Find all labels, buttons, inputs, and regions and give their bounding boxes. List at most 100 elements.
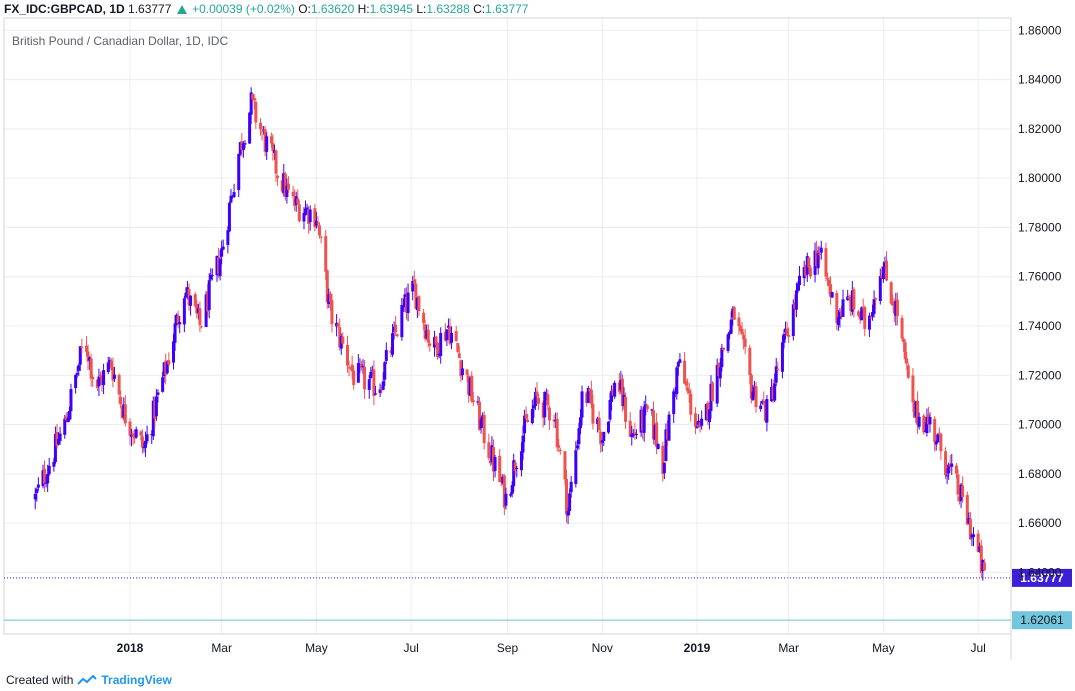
candle-body bbox=[954, 465, 958, 474]
candle-body bbox=[465, 369, 469, 375]
candle-body bbox=[611, 389, 615, 396]
candle-body bbox=[917, 416, 921, 427]
candle-body bbox=[558, 449, 562, 452]
candle-body bbox=[895, 299, 899, 316]
candle-body bbox=[389, 350, 393, 353]
candle-body bbox=[248, 112, 252, 144]
candle-body bbox=[232, 192, 236, 198]
candle-body bbox=[721, 347, 725, 351]
time-axis[interactable]: 2018 Mar May Jul Sep Nov 2019 Mar May Jul bbox=[117, 641, 986, 655]
candle-body bbox=[554, 419, 558, 422]
candle-body bbox=[925, 416, 929, 434]
candle-body bbox=[425, 330, 429, 339]
candle-body bbox=[280, 180, 284, 192]
candle-body bbox=[737, 317, 741, 327]
tradingview-brand[interactable]: TradingView bbox=[101, 673, 172, 687]
candle-body bbox=[881, 266, 885, 280]
candle-body bbox=[209, 274, 213, 280]
candle-body bbox=[541, 402, 545, 418]
candle-body bbox=[305, 207, 309, 212]
candle-body bbox=[829, 284, 833, 297]
candle-body bbox=[968, 518, 972, 540]
candle-body bbox=[64, 416, 68, 421]
candle-body bbox=[878, 276, 882, 302]
candle-body bbox=[91, 376, 95, 380]
candle-body bbox=[176, 315, 180, 324]
candle-body bbox=[557, 445, 561, 448]
x-tick-label: Nov bbox=[592, 641, 613, 655]
candle-body bbox=[628, 420, 632, 437]
candle-body bbox=[35, 489, 39, 494]
candle-body bbox=[293, 198, 297, 207]
candle-body bbox=[796, 283, 800, 291]
candle-body bbox=[85, 345, 89, 352]
candle-body bbox=[241, 143, 245, 151]
candle-body bbox=[903, 342, 907, 360]
candle-body bbox=[738, 326, 742, 331]
last-price-badge bbox=[1012, 568, 1072, 587]
candle-body bbox=[479, 419, 483, 429]
y-tick-label: 1.72000 bbox=[1018, 368, 1062, 382]
candle-body bbox=[487, 442, 491, 459]
candle-body bbox=[939, 433, 943, 452]
candle-body bbox=[406, 292, 410, 314]
candle-body bbox=[173, 323, 177, 343]
candle-body bbox=[227, 202, 231, 232]
candle-body bbox=[361, 366, 365, 368]
candle-body bbox=[119, 396, 123, 405]
candle-body bbox=[254, 102, 258, 123]
candle-body bbox=[380, 389, 384, 391]
candle-body bbox=[933, 418, 937, 443]
candle-body bbox=[102, 370, 106, 386]
candle-body bbox=[532, 405, 536, 409]
candle-body bbox=[207, 280, 211, 310]
candle-body bbox=[857, 311, 861, 316]
candle-body bbox=[867, 315, 871, 330]
candle-body bbox=[328, 293, 332, 303]
candle-body bbox=[586, 387, 590, 403]
candle-body bbox=[912, 402, 916, 418]
candle-body bbox=[249, 92, 253, 115]
candle-body bbox=[841, 299, 845, 317]
candle-body bbox=[226, 230, 230, 245]
candle-body bbox=[742, 335, 746, 340]
price-levels: 1.63777 1.62061 bbox=[4, 568, 1072, 630]
candle-body bbox=[863, 307, 867, 330]
x-tick-label: May bbox=[872, 641, 895, 655]
candle-body bbox=[302, 212, 306, 222]
candle-body bbox=[846, 296, 850, 301]
x-tick-label: 2018 bbox=[117, 641, 144, 655]
candle-body bbox=[891, 301, 895, 306]
candle-body bbox=[175, 314, 179, 325]
candle-body bbox=[443, 332, 447, 341]
y-tick-label: 1.74000 bbox=[1018, 319, 1062, 333]
candle-body bbox=[285, 185, 289, 198]
candle-body bbox=[271, 143, 275, 152]
candle-body bbox=[787, 334, 791, 337]
candle-body bbox=[956, 474, 960, 495]
candle-body bbox=[763, 400, 767, 422]
y-tick-label: 1.86000 bbox=[1018, 23, 1062, 37]
candle-body bbox=[210, 275, 214, 277]
candle-body bbox=[798, 275, 802, 286]
symbol-name[interactable]: FX_IDC:GBPCAD, 1D bbox=[4, 2, 125, 16]
candle-body bbox=[900, 317, 904, 339]
candle-body bbox=[610, 390, 614, 403]
candle-body bbox=[693, 413, 697, 427]
candle-body bbox=[617, 382, 621, 392]
candle-body bbox=[923, 430, 927, 432]
candle-body bbox=[95, 379, 99, 388]
candle-body bbox=[519, 451, 523, 471]
candle-body bbox=[568, 493, 572, 511]
candle-body bbox=[644, 404, 648, 408]
candle-body bbox=[689, 393, 693, 415]
support-label: 1.62061 bbox=[1020, 613, 1064, 627]
candle-body bbox=[543, 392, 547, 418]
candle-body bbox=[493, 457, 497, 471]
candle-body bbox=[373, 393, 377, 395]
candle-body bbox=[838, 311, 842, 319]
x-tick-label: Jul bbox=[970, 641, 985, 655]
price-axis[interactable]: 1.86000 1.84000 1.82000 1.80000 1.78000 1.760… bbox=[1018, 23, 1062, 579]
open-value: 1.63620 bbox=[310, 2, 355, 16]
